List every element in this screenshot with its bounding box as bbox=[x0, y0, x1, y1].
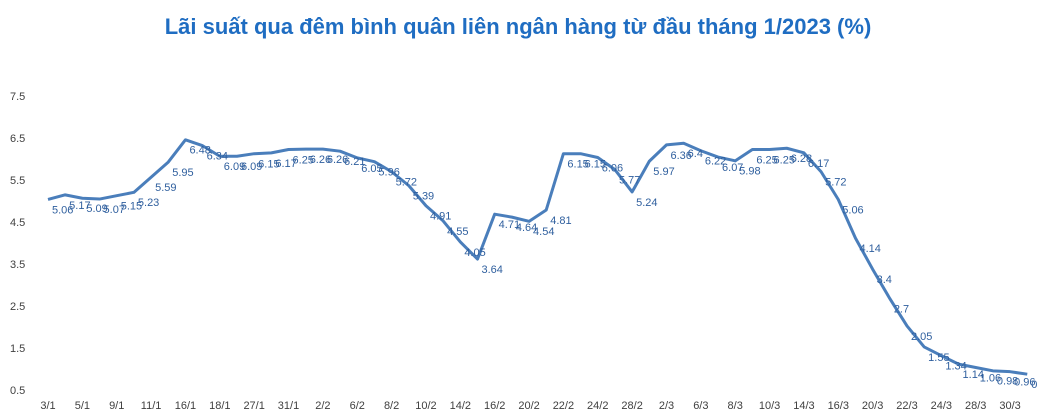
data-label: 2.7 bbox=[894, 304, 909, 316]
x-tick-label: 6/2 bbox=[350, 400, 365, 412]
data-label: 6.06 bbox=[602, 162, 623, 174]
data-label: 5.98 bbox=[739, 166, 760, 178]
x-tick-label: 22/3 bbox=[896, 400, 917, 412]
x-tick-label: 16/1 bbox=[175, 400, 196, 412]
x-tick-label: 14/3 bbox=[793, 400, 814, 412]
x-tick-label: 10/3 bbox=[759, 400, 780, 412]
x-tick-label: 6/3 bbox=[693, 400, 708, 412]
y-tick-label: 7.5 bbox=[10, 91, 25, 103]
x-tick-label: 31/1 bbox=[278, 400, 299, 412]
x-tick-label: 16/2 bbox=[484, 400, 505, 412]
x-tick-label: 11/1 bbox=[141, 400, 162, 412]
x-tick-label: 20/3 bbox=[862, 400, 883, 412]
data-label: 4.54 bbox=[533, 226, 554, 238]
x-tick-label: 8/2 bbox=[384, 400, 399, 412]
data-label: 6.25 bbox=[293, 154, 314, 166]
data-label: 6.34 bbox=[207, 151, 228, 163]
data-label: 6.28 bbox=[791, 153, 812, 165]
x-tick-label: 9/1 bbox=[109, 400, 124, 412]
x-tick-label: 30/3 bbox=[999, 400, 1020, 412]
data-label: 4.64 bbox=[516, 222, 537, 234]
data-label: 4.71 bbox=[499, 219, 520, 231]
data-label: 5.15 bbox=[121, 201, 142, 213]
chart-title: Lãi suất qua đêm bình quân liên ngân hàn… bbox=[165, 14, 872, 39]
data-label: 6.4 bbox=[688, 148, 703, 160]
data-label: 1.34 bbox=[945, 361, 966, 373]
data-label: 6.09 bbox=[241, 161, 262, 173]
data-label: 5.07 bbox=[104, 204, 125, 216]
data-label: 5.39 bbox=[413, 191, 434, 203]
x-tick-label: 2/3 bbox=[659, 400, 674, 412]
x-tick-label: 27/1 bbox=[243, 400, 264, 412]
y-tick-label: 3.5 bbox=[10, 259, 25, 271]
data-label: 4.05 bbox=[464, 247, 485, 259]
y-tick-label: 0.5 bbox=[10, 385, 25, 397]
x-tick-label: 18/1 bbox=[209, 400, 230, 412]
data-label: 0.98 bbox=[997, 376, 1018, 388]
data-label: 4.14 bbox=[859, 243, 880, 255]
data-label: 6.36 bbox=[670, 150, 691, 162]
x-tick-label: 5/1 bbox=[75, 400, 90, 412]
y-tick-label: 4.5 bbox=[10, 217, 25, 229]
x-tick-label: 16/3 bbox=[828, 400, 849, 412]
data-label: 2.05 bbox=[911, 331, 932, 343]
data-label: 6.25 bbox=[774, 154, 795, 166]
data-label: 5.72 bbox=[396, 177, 417, 189]
x-tick-label: 3/1 bbox=[40, 400, 55, 412]
data-label: 6.09 bbox=[224, 161, 245, 173]
data-label: 5.24 bbox=[636, 197, 657, 209]
data-label: 0.96 bbox=[1014, 377, 1035, 389]
line bbox=[47, 138, 1028, 376]
data-label: 4.55 bbox=[447, 226, 468, 238]
data-label: 5.72 bbox=[825, 177, 846, 189]
data-label: 5.59 bbox=[155, 182, 176, 194]
y-tick-label: 2.5 bbox=[10, 301, 25, 313]
data-label: 3.4 bbox=[877, 274, 892, 286]
data-label: 6.15 bbox=[567, 159, 588, 171]
x-tick-label: 28/2 bbox=[621, 400, 642, 412]
data-label: 5.97 bbox=[653, 166, 674, 178]
data-label: 6.15 bbox=[585, 159, 606, 171]
data-label: 6.21 bbox=[344, 156, 365, 168]
data-label: 6.48 bbox=[189, 145, 210, 157]
data-label: 6.26 bbox=[327, 154, 348, 166]
data-label: 5.17 bbox=[69, 200, 90, 212]
data-label: 3.64 bbox=[482, 264, 503, 276]
data-label: 6.26 bbox=[310, 154, 331, 166]
x-tick-label: 24/3 bbox=[931, 400, 952, 412]
x-tick-label: 20/2 bbox=[518, 400, 539, 412]
data-label: 1.55 bbox=[928, 352, 949, 364]
data-label: 5.95 bbox=[172, 167, 193, 179]
x-tick-label: 8/3 bbox=[728, 400, 743, 412]
data-label: 6.22 bbox=[705, 156, 726, 168]
x-tick-label: 14/2 bbox=[450, 400, 471, 412]
data-label: 5.96 bbox=[378, 167, 399, 179]
data-label: 1.14 bbox=[963, 369, 984, 381]
data-label: 0.9 bbox=[1031, 379, 1037, 391]
data-label: 5.09 bbox=[86, 203, 107, 215]
x-tick-label: 2/2 bbox=[315, 400, 330, 412]
data-label: 5.06 bbox=[842, 204, 863, 216]
data-label: 5.23 bbox=[138, 197, 159, 209]
data-label: 6.07 bbox=[722, 162, 743, 174]
data-label: 6.05 bbox=[361, 163, 382, 175]
data-label: 4.81 bbox=[550, 215, 571, 227]
data-label: 5.77 bbox=[619, 175, 640, 187]
data-label: 4.91 bbox=[430, 211, 451, 223]
data-label: 6.17 bbox=[275, 158, 296, 170]
data-label: 6.15 bbox=[258, 159, 279, 171]
y-tick-label: 5.5 bbox=[10, 175, 25, 187]
x-tick-label: 10/2 bbox=[415, 400, 436, 412]
data-label: 6.25 bbox=[756, 154, 777, 166]
y-tick-label: 1.5 bbox=[10, 343, 25, 355]
data-label: 1.06 bbox=[980, 372, 1001, 384]
data-label: 5.06 bbox=[52, 204, 73, 216]
x-tick-label: 24/2 bbox=[587, 400, 608, 412]
data-label: 6.17 bbox=[808, 158, 829, 170]
y-tick-label: 6.5 bbox=[10, 133, 25, 145]
x-tick-label: 28/3 bbox=[965, 400, 986, 412]
x-tick-label: 22/2 bbox=[553, 400, 574, 412]
